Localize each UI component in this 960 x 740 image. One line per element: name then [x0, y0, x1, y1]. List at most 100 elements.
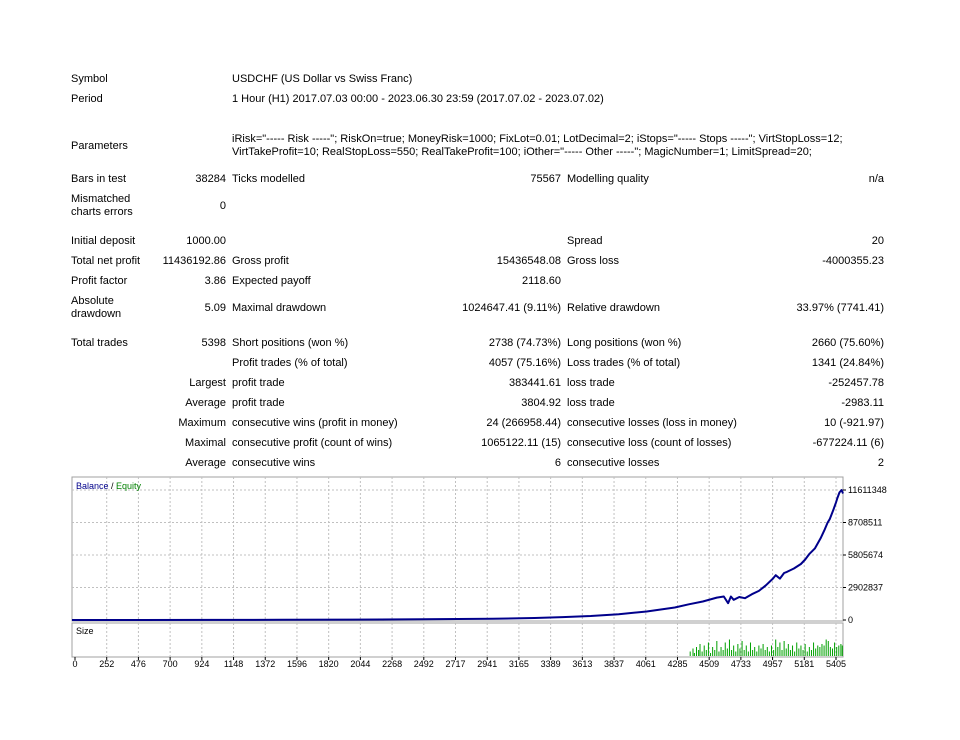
max-cons-wins-label: consecutive wins (profit in money) — [232, 417, 398, 429]
deposit-label: Initial deposit — [71, 235, 136, 247]
absdd-label-2: drawdown — [71, 308, 122, 320]
average-loss-label: loss trade — [567, 397, 615, 409]
reldd-label: Relative drawdown — [567, 302, 660, 314]
x-tick-label: 2044 — [350, 659, 370, 669]
avg-cons-wins-label: consecutive wins — [232, 457, 316, 469]
x-tick-label: 2941 — [477, 659, 497, 669]
x-tick-label: 4509 — [699, 659, 719, 669]
long-label: Long positions (won %) — [567, 337, 682, 349]
avg-cons-wins-value: 6 — [554, 457, 561, 469]
maximal-cons-loss-value: -677224.11 (6) — [812, 437, 884, 449]
legend: Balance / Equity — [76, 481, 142, 491]
mismatch-label-1: Mismatched — [71, 193, 131, 205]
largest-loss-value: -252457.78 — [828, 377, 884, 389]
legend-separator: / — [109, 481, 117, 491]
x-tick-label: 5405 — [826, 659, 846, 669]
x-tick-label: 1596 — [287, 659, 307, 669]
grossloss-value: -4000355.23 — [822, 255, 884, 267]
grossprofit-label: Gross profit — [232, 255, 289, 267]
y-tick-label: 11611348 — [848, 485, 887, 495]
avg-cons-losses-value: 2 — [877, 457, 884, 469]
netprofit-value: 11436192.86 — [162, 255, 226, 267]
size-gridlines — [106, 623, 837, 657]
legend-balance: Balance — [76, 481, 109, 491]
maximal-cons-loss-label: consecutive loss (count of losses) — [567, 437, 732, 449]
max-cons-wins-value: 24 (266958.44) — [486, 417, 561, 429]
x-tick-label: 3613 — [572, 659, 592, 669]
x-tick-label: 924 — [194, 659, 209, 669]
profit-trades-value: 4057 (75.16%) — [488, 357, 561, 369]
grossprofit-value: 15436548.08 — [496, 255, 561, 267]
ticks-value: 75567 — [530, 173, 561, 185]
x-tick-label: 3389 — [541, 659, 561, 669]
pf-value: 3.86 — [204, 275, 226, 287]
x-tick-label: 2268 — [382, 659, 402, 669]
max-cons-losses-value: 10 (-921.97) — [824, 417, 884, 429]
absdd-label-1: Absolute — [71, 295, 114, 307]
long-value: 2660 (75.60%) — [811, 337, 884, 349]
parameters-label: Parameters — [71, 140, 128, 152]
maximal-label: Maximal — [185, 437, 226, 449]
x-tick-label: 1148 — [224, 659, 243, 669]
average-profit-value: 3804.92 — [521, 397, 561, 409]
y-tick-label: 5805674 — [848, 550, 883, 560]
period-label: Period — [71, 93, 103, 105]
loss-trades-label: Loss trades (% of total) — [567, 357, 681, 369]
loss-trades-value: 1341 (24.84%) — [811, 357, 884, 369]
parameters-line-2: VirtTakeProfit=10; RealStopLoss=550; Rea… — [232, 146, 812, 158]
spread-label: Spread — [567, 235, 603, 247]
maximum-label: Maximum — [178, 417, 226, 429]
size-panel: Size — [71, 622, 844, 658]
y-tick-label: 2902837 — [848, 583, 883, 593]
absdd-value: 5.09 — [204, 302, 226, 314]
horizontal-gridlines — [72, 489, 843, 588]
x-tick-label: 700 — [163, 659, 178, 669]
vertical-gridlines — [106, 477, 837, 621]
x-tick-label: 4285 — [667, 659, 687, 669]
x-tick-label: 2492 — [414, 659, 434, 669]
period-value: 1 Hour (H1) 2017.07.03 00:00 - 2023.06.3… — [232, 93, 604, 105]
series-layer — [72, 489, 844, 621]
average-loss-value: -2983.11 — [841, 397, 884, 409]
bars-value: 38284 — [195, 173, 226, 185]
symbol-label: Symbol — [71, 73, 108, 85]
profit-trades-label: Profit trades (% of total) — [232, 357, 348, 369]
y-tick-label: 0 — [848, 615, 853, 625]
largest-profit-label: profit trade — [232, 377, 285, 389]
largest-label: Largest — [189, 377, 226, 389]
short-value: 2738 (74.73%) — [488, 337, 561, 349]
x-tick-label: 0 — [72, 659, 77, 669]
x-axis-ticks: 0 252 476 700 924 1148 1372 1596 1820 2044 2268 249… — [72, 657, 846, 669]
trades-value: 5398 — [201, 337, 226, 349]
avg-cons-losses-label: consecutive losses — [567, 457, 660, 469]
size-label: Size — [76, 626, 94, 636]
short-label: Short positions (won %) — [232, 337, 349, 349]
quality-value: n/a — [868, 173, 884, 185]
x-tick-label: 1372 — [255, 659, 275, 669]
trades-label: Total trades — [71, 337, 128, 349]
maximal-cons-profit-label: consecutive profit (count of wins) — [232, 437, 393, 449]
average-label: Average — [185, 397, 226, 409]
legend-equity: Equity — [116, 481, 142, 491]
reldd-value: 33.97% (7741.41) — [796, 302, 884, 314]
mismatch-label-2: charts errors — [71, 206, 133, 218]
plot-frame — [71, 476, 844, 622]
y-tick-label: 8708511 — [848, 518, 882, 528]
y-axis-ticks: 0 2902837 5805674 8708511 11611348 — [843, 485, 887, 625]
x-tick-label: 5181 — [794, 659, 814, 669]
symbol-value: USDCHF (US Dollar vs Swiss Franc) — [232, 73, 413, 85]
x-tick-label: 4061 — [636, 659, 656, 669]
x-tick-label: 2717 — [445, 659, 465, 669]
deposit-value: 1000.00 — [186, 235, 226, 247]
maxdd-label: Maximal drawdown — [232, 302, 327, 314]
ticks-label: Ticks modelled — [232, 173, 305, 185]
maximal-cons-profit-value: 1065122.11 (15) — [481, 437, 561, 449]
largest-loss-label: loss trade — [567, 377, 615, 389]
quality-label: Modelling quality — [567, 173, 649, 185]
x-tick-label: 4957 — [763, 659, 783, 669]
series-line-balance — [72, 489, 844, 621]
x-tick-label: 252 — [99, 659, 114, 669]
x-tick-label: 3837 — [604, 659, 624, 669]
grossloss-label: Gross loss — [567, 255, 619, 267]
